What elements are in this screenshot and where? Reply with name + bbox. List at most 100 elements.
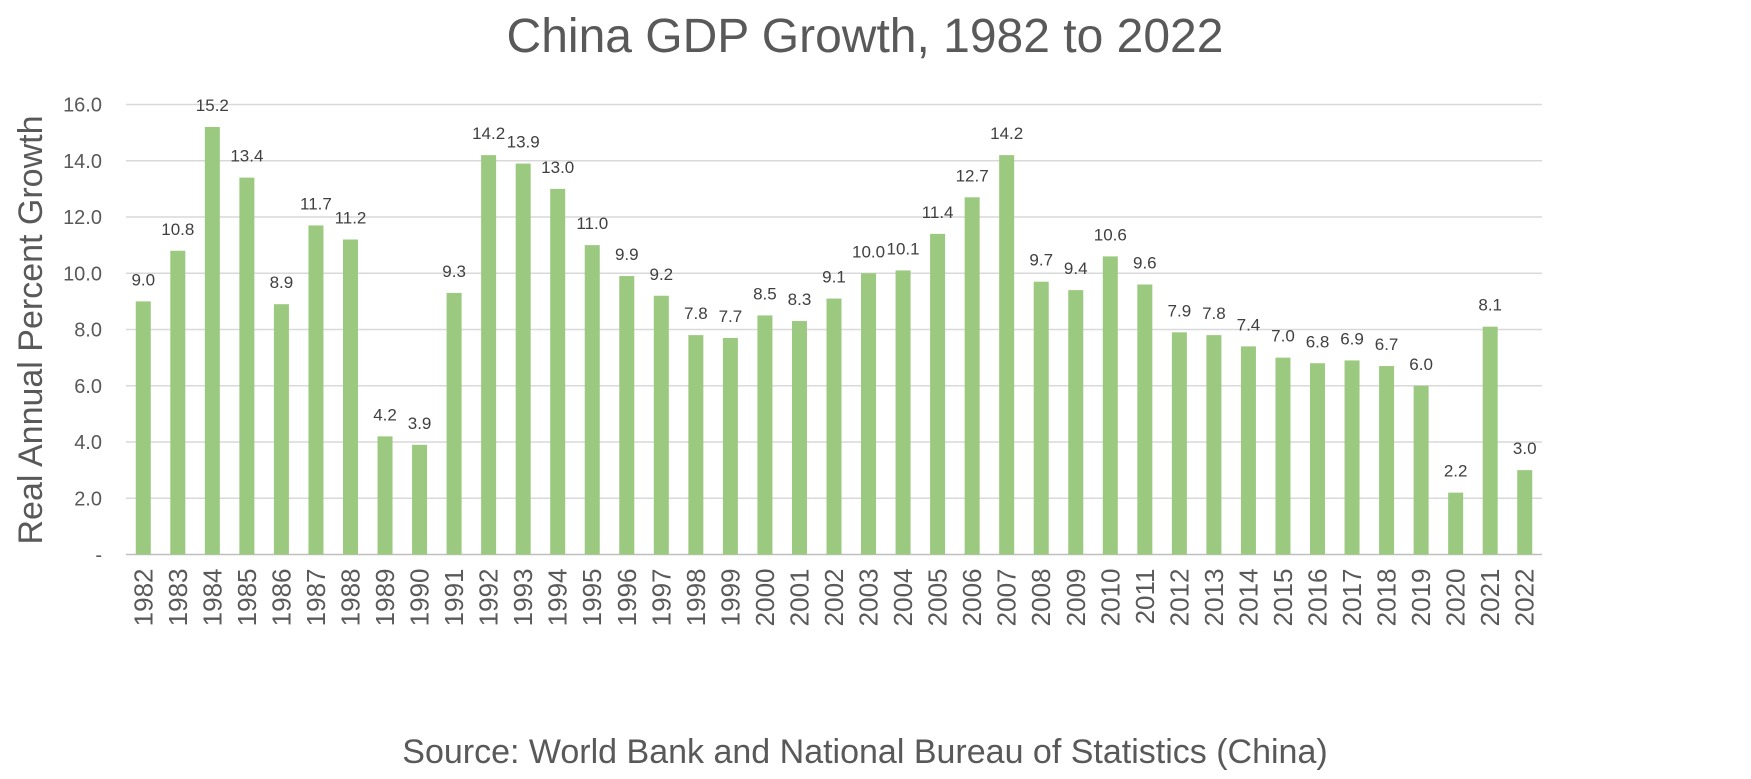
x-tick-label: 2013 <box>1199 569 1229 627</box>
x-tick-label: 1998 <box>681 569 711 627</box>
bar <box>342 239 358 555</box>
data-label: 6.7 <box>1375 335 1399 354</box>
bar <box>446 292 462 555</box>
x-tick-label: 2008 <box>1026 569 1056 627</box>
bar <box>861 273 877 555</box>
x-tick-label: 1997 <box>646 569 676 627</box>
bar <box>1102 256 1118 555</box>
data-label: 14.2 <box>990 124 1023 143</box>
x-tick-label: 1996 <box>612 569 642 627</box>
data-label: 11.7 <box>300 194 332 213</box>
x-tick-label: 1986 <box>266 569 296 627</box>
data-label: 10.0 <box>852 242 885 261</box>
data-label: 9.0 <box>131 270 155 289</box>
bar <box>308 225 324 555</box>
y-tick-label: 12.0 <box>63 207 102 229</box>
bar <box>1171 332 1187 555</box>
bar <box>964 197 980 555</box>
bar <box>481 155 497 555</box>
data-label: 12.7 <box>956 166 989 185</box>
bar <box>377 436 393 555</box>
x-tick-label: 1983 <box>163 569 193 627</box>
x-tick-label: 2015 <box>1268 569 1298 627</box>
data-label: 7.7 <box>719 307 743 326</box>
bar <box>688 335 704 555</box>
bar <box>1137 284 1153 555</box>
bar <box>550 188 566 555</box>
y-tick-label: 10.0 <box>63 263 102 285</box>
data-label: 2.2 <box>1444 462 1468 481</box>
data-label: 13.9 <box>507 133 540 152</box>
bar <box>1240 346 1256 555</box>
x-tick-label: 2018 <box>1372 569 1402 627</box>
bar <box>1068 290 1084 555</box>
bar <box>1413 385 1429 555</box>
data-label: 8.1 <box>1478 296 1502 315</box>
x-tick-label: 2006 <box>957 569 987 627</box>
data-label: 11.2 <box>335 209 367 228</box>
x-tick-label: 1984 <box>197 569 227 627</box>
x-tick-label: 2019 <box>1406 569 1436 627</box>
data-label: 9.9 <box>615 245 639 264</box>
x-axis-label: Source: World Bank and National Bureau o… <box>402 733 1327 771</box>
bar <box>1482 326 1498 555</box>
bar <box>757 315 773 555</box>
data-label: 6.0 <box>1409 355 1433 374</box>
y-tick-label: 8.0 <box>74 320 102 342</box>
bar <box>895 270 911 555</box>
x-tick-label: 1988 <box>335 569 365 627</box>
x-tick-label: 1990 <box>405 569 435 627</box>
x-tick-label: 1987 <box>301 569 331 627</box>
bar <box>1344 360 1360 555</box>
data-label: 3.0 <box>1513 439 1537 458</box>
data-label: 13.4 <box>230 147 263 166</box>
x-tick-label: 1999 <box>715 569 745 627</box>
y-tick-label: 2.0 <box>74 488 102 510</box>
bar <box>1275 357 1291 555</box>
data-label: 3.9 <box>408 414 432 433</box>
bar <box>930 233 946 555</box>
x-tick-label: 2014 <box>1233 569 1263 627</box>
data-labels: 9.010.815.213.48.911.711.24.2 3.99.314.2 1… <box>131 96 1536 481</box>
data-label: 9.1 <box>822 268 846 287</box>
bar <box>722 337 738 555</box>
data-label: 8.3 <box>788 290 812 309</box>
data-label: 7.8 <box>684 304 708 323</box>
bar <box>826 298 842 555</box>
x-tick-label: 1992 <box>474 569 504 627</box>
bar <box>1517 470 1533 555</box>
bar <box>1379 366 1395 555</box>
data-label: 10.6 <box>1094 225 1127 244</box>
bar <box>1448 492 1464 555</box>
bar <box>204 127 220 555</box>
y-tick-label: 14.0 <box>63 151 102 173</box>
bar <box>619 276 635 555</box>
x-tick-label: 2022 <box>1510 569 1540 627</box>
bar <box>239 177 255 555</box>
x-tick-label: 2010 <box>1095 569 1125 627</box>
y-axis-ticks: - 2.0 4.0 6.0 8.0 10.0 12.0 14.0 16.0 <box>63 95 102 567</box>
data-label: 15.2 <box>196 96 229 115</box>
x-axis-ticks: 1982 1983 1984 1985 1986 1987 1988 1989 1990 1991… <box>128 569 1539 627</box>
bar <box>653 295 669 555</box>
x-tick-label: 2002 <box>819 569 849 627</box>
bar <box>515 163 531 555</box>
x-tick-label: 1989 <box>370 569 400 627</box>
x-tick-label: 1993 <box>508 569 538 627</box>
data-label: 9.7 <box>1029 251 1053 270</box>
data-label: 11.0 <box>576 214 608 233</box>
x-tick-label: 2016 <box>1303 569 1333 627</box>
x-tick-label: 2020 <box>1441 569 1471 627</box>
x-tick-label: 2004 <box>888 569 918 627</box>
x-tick-label: 2007 <box>992 569 1022 627</box>
x-tick-label: 1982 <box>128 569 158 627</box>
bar <box>1033 281 1049 555</box>
bar <box>791 321 807 555</box>
data-label: 7.4 <box>1237 315 1261 334</box>
x-tick-label: 1991 <box>439 569 469 627</box>
bar <box>412 444 428 555</box>
x-tick-label: 1994 <box>543 569 573 627</box>
bar <box>584 245 600 555</box>
chart-title: China GDP Growth, 1982 to 2022 <box>507 10 1224 63</box>
bar <box>135 301 151 555</box>
